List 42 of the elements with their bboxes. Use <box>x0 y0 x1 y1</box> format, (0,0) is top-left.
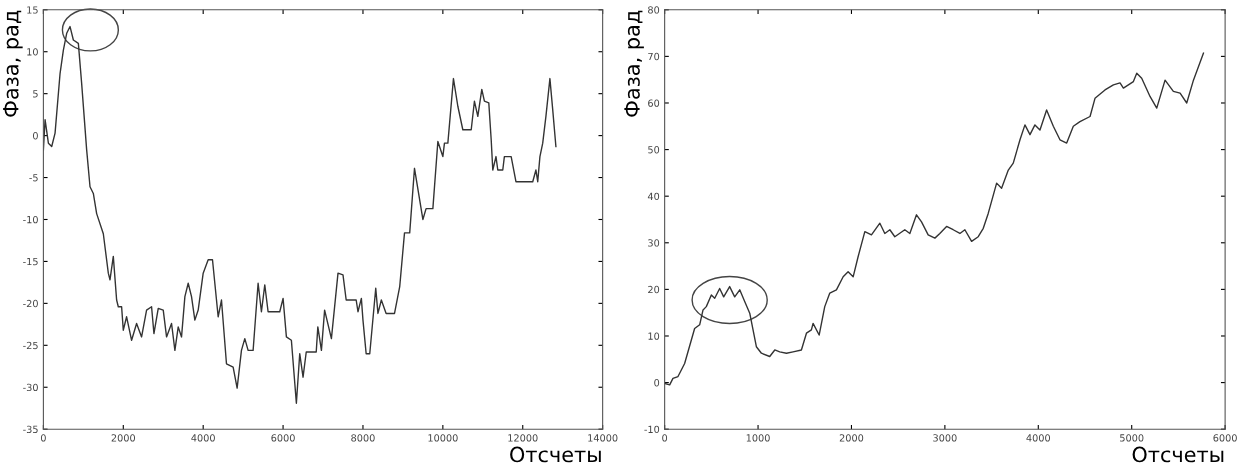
y-tick-label: -25 <box>23 341 38 350</box>
y-tick-label: 15 <box>27 6 38 14</box>
x-tick-label: 1000 <box>746 434 770 442</box>
x-tick-label: 14000 <box>588 434 618 442</box>
line-series <box>664 52 1205 386</box>
x-tick-label: 6000 <box>1213 434 1237 442</box>
y-tick-label: -20 <box>23 299 38 308</box>
y-tick-label: -35 <box>23 425 38 434</box>
y-tick-label: 30 <box>648 239 660 247</box>
x-tick-label: 5000 <box>1120 434 1144 442</box>
y-tick-label: 0 <box>32 132 38 140</box>
x-tick-label: 4000 <box>191 434 215 442</box>
line-series <box>43 25 557 404</box>
x-tick-label: 6000 <box>271 434 295 442</box>
x-tick-label: 12000 <box>508 434 538 442</box>
y-tick-label: 50 <box>648 146 660 154</box>
y-tick-label: -5 <box>29 174 38 182</box>
y-axis-title: Фаза, рад <box>3 10 23 117</box>
x-tick-label: 10000 <box>428 434 458 442</box>
y-tick-label: 10 <box>648 332 660 340</box>
x-tick-label: 4000 <box>1026 434 1051 442</box>
x-tick-label: 2000 <box>839 434 864 442</box>
y-tick-label: -10 <box>23 215 38 224</box>
y-tick-label: 10 <box>27 48 38 56</box>
y-tick-label: 20 <box>648 285 660 294</box>
y-tick-label: -30 <box>23 383 38 392</box>
x-tick-label: 2000 <box>111 434 136 442</box>
x-axis-title: Отсчеты <box>1132 446 1224 463</box>
x-tick-label: 0 <box>40 434 46 442</box>
y-tick-label: 60 <box>648 99 660 107</box>
y-tick-label: -10 <box>644 425 660 434</box>
y-tick-label: 70 <box>648 52 660 61</box>
y-tick-label: 0 <box>654 379 660 387</box>
y-tick-label: 40 <box>647 192 660 201</box>
x-tick-label: 0 <box>662 434 668 442</box>
x-tick-label: 3000 <box>933 434 957 442</box>
x-axis-title: Отсчеты <box>510 446 601 463</box>
y-tick-label: 5 <box>33 90 38 98</box>
y-axis-title: Фаза, рад <box>624 10 644 117</box>
x-tick-label: 8000 <box>351 434 375 442</box>
y-tick-label: -15 <box>23 258 38 266</box>
y-tick-label: 80 <box>648 6 660 14</box>
